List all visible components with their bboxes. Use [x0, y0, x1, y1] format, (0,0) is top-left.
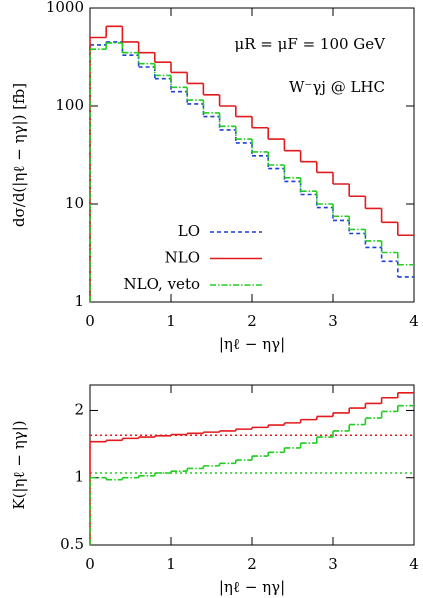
x-tick-label: 1 [166, 555, 176, 573]
y-tick-label: 1 [74, 292, 84, 310]
x-tick-label: 3 [328, 312, 338, 330]
annotation: μR = μF = 100 GeV [235, 35, 387, 53]
x-tick-label: 2 [247, 312, 257, 330]
x-tick-label: 3 [328, 555, 338, 573]
legend-label: LO [178, 222, 200, 240]
legend-label: NLO, veto [124, 275, 200, 293]
x-axis-label: |ηℓ − ηγ| [219, 335, 285, 353]
y-axis-label: K(|ηℓ − ηγ|) [10, 420, 28, 509]
y-tick-label: 10 [65, 194, 84, 212]
y-tick-label: 1000 [46, 0, 84, 16]
x-tick-label: 4 [409, 312, 419, 330]
x-axis-label: |ηℓ − ηγ| [219, 578, 285, 596]
x-tick-label: 0 [85, 555, 95, 573]
y-tick-label: 0.5 [60, 535, 84, 553]
y-axis-label: dσ/d(|ηℓ − ηγ|) [fb] [10, 83, 28, 227]
y-tick-label: 100 [55, 96, 84, 114]
y-tick-label: 2 [74, 400, 84, 418]
plot-frame [89, 384, 415, 546]
x-tick-label: 4 [409, 555, 419, 573]
legend-label: NLO [165, 249, 200, 267]
x-tick-label: 0 [85, 312, 95, 330]
y-tick-label: 1 [74, 468, 84, 486]
x-tick-label: 2 [247, 555, 257, 573]
x-tick-label: 1 [166, 312, 176, 330]
annotation: W⁻γj @ LHC [289, 78, 385, 96]
